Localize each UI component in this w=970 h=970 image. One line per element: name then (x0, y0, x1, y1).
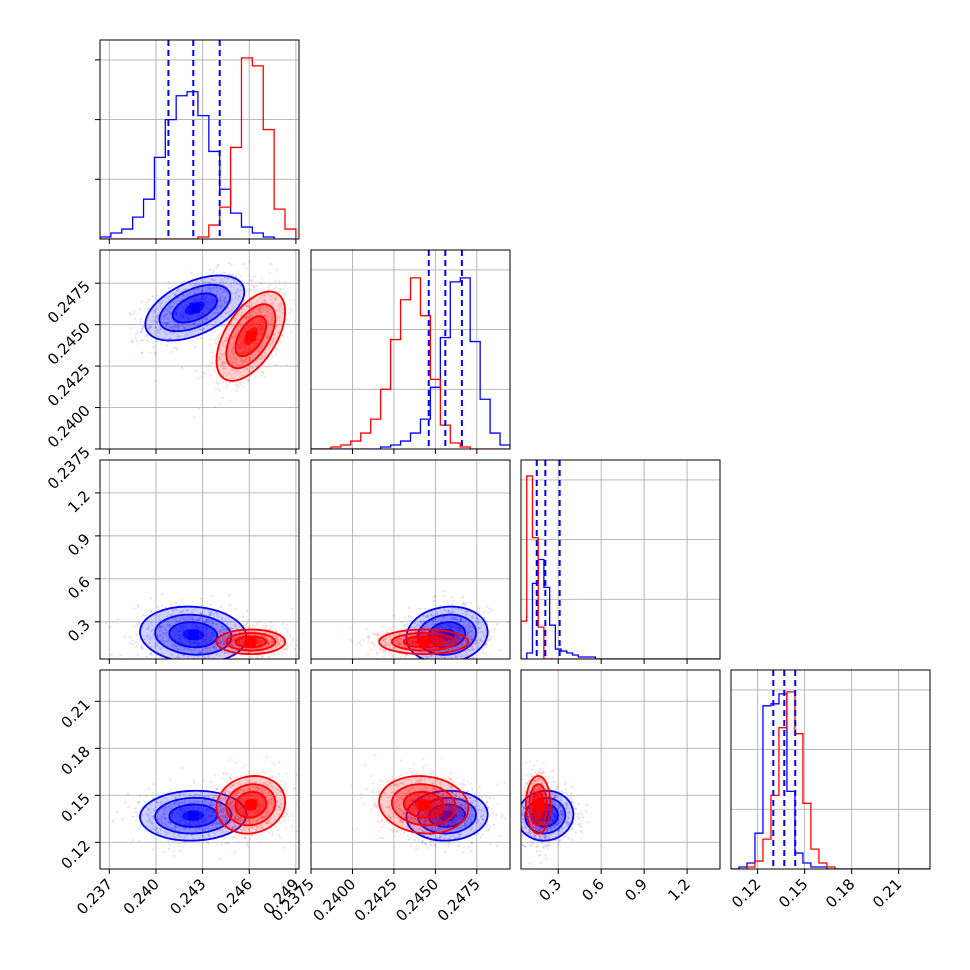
scatter-panel-3-2: 0.3 0.6 0.9 1.2 (500, 670, 721, 905)
density-peak-red (419, 800, 429, 810)
histogram-blue (521, 560, 720, 660)
y-tick-label: 0.2425 (44, 360, 94, 410)
y-tick-label: 0.12 (57, 836, 93, 872)
panel-frame (731, 670, 930, 869)
scatter-panel-2-0: 0.3 0.6 0.9 1.2 (64, 460, 299, 677)
density-peak-red (246, 331, 256, 341)
x-tick-label: 0.2400 (309, 875, 359, 925)
density-peak-blue (188, 811, 198, 821)
density-peak-red (246, 637, 256, 647)
x-tick-label: 0.246 (213, 875, 256, 918)
x-tick-label: 0.18 (822, 875, 858, 911)
y-tick-label: 0.2375 (44, 443, 94, 493)
density-peak-blue (190, 303, 200, 313)
y-tick-label: 0.2450 (44, 319, 94, 369)
x-tick-label: 0.15 (775, 875, 811, 911)
y-tick-label: 0.2475 (44, 277, 94, 327)
histogram-blue (731, 694, 930, 869)
x-tick-label: 0.12 (728, 875, 764, 911)
x-tick-label: 0.9 (621, 875, 651, 905)
y-tick-label: 0.9 (64, 530, 94, 560)
x-tick-label: 1.2 (664, 875, 694, 905)
density-peak-red (533, 800, 543, 810)
density-peak-blue (188, 630, 198, 640)
y-tick-label: 0.21 (57, 695, 93, 731)
histogram-red (521, 476, 720, 659)
histogram-red (731, 692, 930, 869)
x-tick-label: 0.6 (578, 875, 608, 905)
x-tick-label: 0.243 (166, 875, 209, 918)
x-tick-label: 0.2475 (434, 875, 484, 925)
x-tick-label: 0.21 (869, 875, 905, 911)
hist-panel-3: 0.12 0.15 0.18 0.21 (728, 670, 930, 911)
histogram-blue (311, 278, 510, 449)
x-tick-label: 0.237 (73, 875, 116, 918)
hist-panel-1 (311, 250, 510, 454)
corner-plot: 0.23750.24000.24250.24500.24750.30.60.91… (0, 0, 970, 970)
y-tick-label: 0.3 (64, 616, 94, 646)
hist-panel-0 (95, 40, 299, 244)
x-tick-label: 0.3 (535, 875, 565, 905)
y-tick-label: 0.18 (57, 742, 93, 778)
x-tick-label: 0.2425 (351, 875, 401, 925)
panel-frame (100, 40, 299, 239)
y-tick-label: 0.15 (57, 789, 93, 825)
hist-panel-2 (521, 460, 720, 664)
scatter-panel-3-0: 0.120.150.180.210.237 0.240 0.243 0.246 0.24… (57, 670, 309, 918)
histogram-blue (100, 92, 296, 239)
x-tick-label: 0.2450 (392, 875, 442, 925)
y-tick-label: 0.2400 (44, 402, 94, 452)
density-peak-red (419, 637, 429, 647)
y-tick-label: 0.6 (64, 573, 94, 603)
histogram-red (100, 58, 296, 239)
density-peak-red (246, 800, 256, 810)
x-tick-label: 0.240 (120, 875, 163, 918)
panel-frame (521, 460, 720, 659)
y-tick-label: 1.2 (64, 487, 94, 517)
scatter-panel-2-1 (311, 460, 516, 677)
